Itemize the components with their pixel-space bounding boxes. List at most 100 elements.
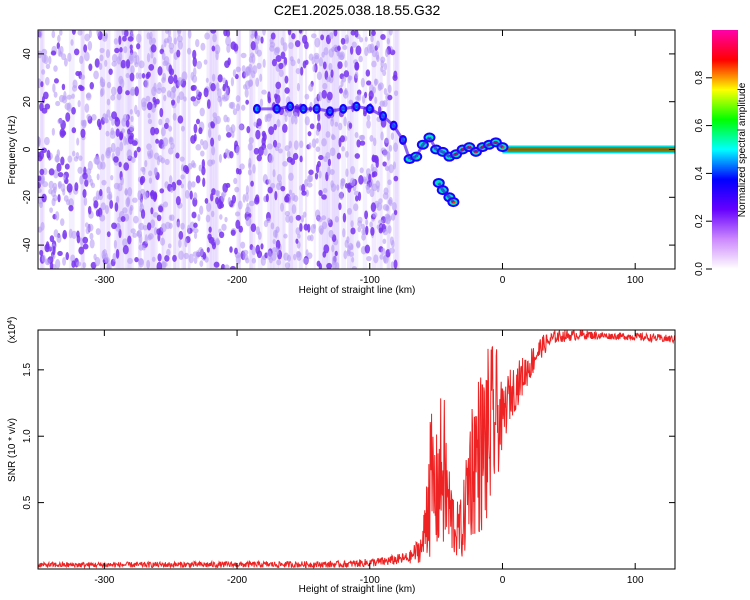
snr-x-ticks: -300 -200 -100 0 100 — [94, 330, 644, 586]
noise-dot — [80, 74, 86, 80]
noise-dot — [186, 224, 191, 235]
noise-dot — [52, 245, 56, 256]
noise-dot — [176, 221, 181, 228]
noise-dot — [282, 160, 288, 167]
noise-dot — [309, 123, 315, 130]
noise-dot — [369, 221, 373, 228]
noise-dot — [80, 119, 85, 127]
noise-dot — [325, 151, 331, 159]
noise-dot — [138, 60, 145, 69]
noise-dot — [318, 170, 322, 179]
noise-streak — [347, 30, 352, 269]
snr-frame — [37, 329, 676, 570]
noise-dot — [98, 122, 102, 131]
noise-dot — [375, 50, 380, 60]
noise-dot — [246, 202, 250, 213]
noise-dot — [71, 150, 76, 157]
noise-dot — [235, 66, 241, 73]
noise-dot — [127, 36, 134, 42]
noise-dot — [340, 178, 346, 184]
noise-dot — [111, 60, 117, 67]
noise-dot — [336, 184, 340, 191]
noise-dot — [306, 174, 313, 183]
noise-dot — [349, 46, 354, 55]
noise-dot — [60, 156, 65, 166]
noise-dot — [91, 114, 97, 121]
snr-y-tick-label: 1.0 — [22, 429, 33, 443]
noise-dot — [339, 87, 343, 94]
noise-dot — [284, 262, 291, 269]
noise-dot — [67, 52, 72, 62]
noise-dot — [160, 127, 166, 137]
noise-streak — [326, 30, 330, 269]
noise-dot — [246, 126, 251, 134]
noise-dot — [234, 247, 238, 255]
noise-dot — [305, 249, 309, 257]
noise-dot — [245, 192, 249, 202]
noise-dot — [222, 77, 226, 84]
noise-dot — [271, 58, 278, 67]
noise-dot — [160, 237, 166, 246]
noise-dot — [311, 138, 317, 148]
noise-dot — [364, 244, 371, 254]
noise-dot — [215, 115, 221, 125]
noise-dot — [79, 237, 84, 247]
noise-dot — [343, 70, 350, 78]
noise-dot — [226, 132, 232, 138]
signal-track-segment — [289, 105, 304, 111]
noise-dot — [146, 222, 152, 231]
noise-dot — [356, 89, 362, 96]
snr-x-tick-label: -200 — [227, 575, 247, 586]
noise-dot — [295, 214, 302, 221]
noise-dot — [42, 181, 49, 188]
noise-dot — [201, 166, 206, 176]
noise-dot — [44, 243, 50, 253]
snr-x-tick-label: 100 — [627, 575, 644, 586]
noise-dot — [388, 30, 393, 36]
noise-dot — [393, 175, 399, 182]
noise-dot — [369, 188, 375, 198]
noise-dot — [307, 131, 312, 137]
noise-dot — [162, 201, 169, 208]
noise-dot — [165, 117, 170, 125]
noise-dot — [133, 150, 138, 159]
noise-dot — [376, 202, 383, 211]
noise-dot — [111, 222, 118, 230]
noise-dot — [135, 72, 140, 79]
noise-dot — [210, 137, 215, 147]
noise-dot — [187, 30, 192, 39]
noise-dot — [187, 180, 192, 191]
noise-dot — [370, 226, 375, 236]
noise-dot — [90, 182, 96, 189]
noise-dot — [330, 117, 335, 127]
noise-dot — [365, 225, 369, 236]
noise-dot — [38, 187, 42, 194]
noise-dot — [136, 109, 140, 118]
noise-dot — [341, 76, 347, 83]
noise-dot — [368, 90, 374, 100]
noise-dot — [146, 32, 151, 40]
noise-dot — [211, 73, 216, 82]
noise-dot — [41, 48, 48, 56]
noise-dot — [68, 205, 74, 212]
noise-dot — [317, 113, 321, 122]
noise-dot — [73, 48, 80, 56]
noise-dot — [95, 209, 100, 217]
noise-dot — [280, 36, 285, 46]
noise-dot — [104, 205, 109, 215]
noise-dot — [208, 226, 212, 233]
noise-dot — [152, 193, 157, 202]
noise-dot — [87, 160, 93, 171]
noise-dot — [316, 71, 323, 81]
noise-dot — [376, 40, 380, 49]
noise-dot — [38, 175, 42, 182]
noise-streak — [282, 30, 285, 269]
noise-dot — [71, 127, 77, 134]
noise-dot — [66, 102, 72, 112]
noise-dot — [355, 45, 362, 56]
noise-dot — [274, 190, 278, 201]
noise-dot — [169, 68, 175, 76]
noise-dot — [215, 239, 221, 246]
noise-dot — [99, 54, 104, 62]
noise-dot — [67, 155, 73, 163]
